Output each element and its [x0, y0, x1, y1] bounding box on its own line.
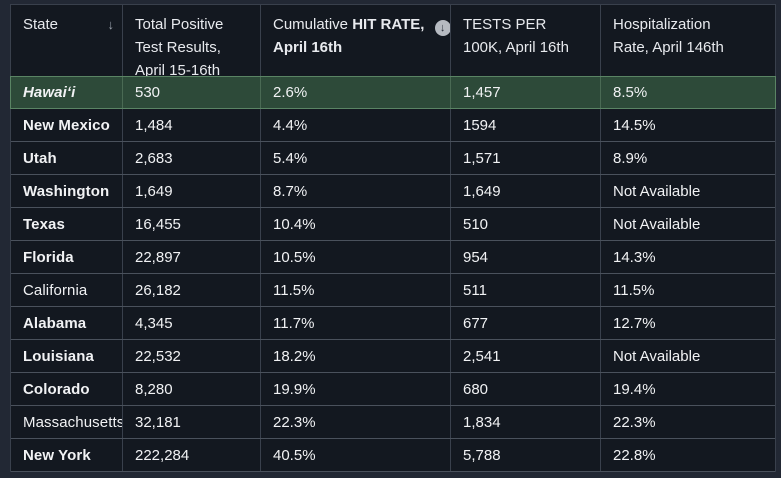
header-bold-part: HIT RATE, — [352, 16, 425, 33]
table-body: Hawaiʻi 530 2.6% 1,457 8.5% New Mexico 1,484 4.… — [10, 76, 776, 472]
table-row[interactable]: New Mexico 1,484 4.4% 1594 14.5% — [11, 109, 775, 142]
header-line: TESTS PER — [463, 16, 547, 33]
tests-per-100k-cell: 5,788 — [451, 439, 601, 471]
total-positive-cell: 1,484 — [123, 109, 261, 141]
total-positive-cell: 1,649 — [123, 175, 261, 207]
tests-per-100k-cell: 511 — [451, 274, 601, 306]
state-name-cell: California — [11, 274, 123, 306]
header-prefix: Cumulative — [273, 16, 349, 33]
hospitalization-rate-cell: 8.9% — [613, 149, 648, 167]
cumulative-hit-rate-cell: 10.5% — [261, 241, 451, 273]
column-header-hospitalization-rate[interactable]: Hospitalization Rate, April 146th — [601, 5, 775, 76]
hospitalization-rate-cell: 14.3% — [613, 248, 656, 266]
hospitalization-rate-cell: 11.5% — [613, 281, 655, 299]
hospitalization-rate-cell: Not Available — [613, 215, 701, 233]
hospitalization-rate-cell: 19.4% — [613, 380, 656, 398]
state-name-cell: New Mexico — [11, 109, 123, 141]
state-name-cell: Colorado — [11, 373, 123, 405]
total-positive-cell: 16,455 — [123, 208, 261, 240]
column-header-total-positive[interactable]: Total Positive Test Results, April 15-16… — [123, 5, 261, 76]
header-line: April 16th — [273, 39, 343, 56]
header-line: Cumulative HIT RATE, ↓ — [273, 13, 450, 36]
column-header-state-label: State — [23, 16, 59, 33]
cumulative-hit-rate-cell: 4.4% — [261, 109, 451, 141]
state-name-cell: Florida — [11, 241, 123, 273]
total-positive-cell: 8,280 — [123, 373, 261, 405]
state-name-cell: Hawaiʻi — [11, 77, 123, 108]
cumulative-hit-rate-cell: 10.4% — [261, 208, 451, 240]
cumulative-hit-rate-cell: 19.9% — [261, 373, 451, 405]
total-positive-cell: 22,897 — [123, 241, 261, 273]
total-positive-cell: 22,532 — [123, 340, 261, 372]
state-name-cell: Louisiana — [11, 340, 123, 372]
table-row-selected[interactable]: Hawaiʻi 530 2.6% 1,457 8.5% — [10, 76, 776, 109]
tests-per-100k-cell: 1,571 — [451, 142, 601, 174]
tests-per-100k-cell: 677 — [451, 307, 601, 339]
cumulative-hit-rate-cell: 18.2% — [261, 340, 451, 372]
hospitalization-rate-cell: 22.3% — [613, 413, 656, 431]
total-positive-cell: 530 — [123, 77, 261, 108]
state-name-cell: New York — [11, 439, 123, 471]
column-header-tests-per-100k[interactable]: TESTS PER 100K, April 16th — [451, 5, 601, 76]
cumulative-hit-rate-cell: 8.7% — [261, 175, 451, 207]
state-name-cell: Utah — [11, 142, 123, 174]
table-header-row: State ↓ Total Positive Test Results, Apr… — [11, 5, 775, 76]
header-line: April 15-16th — [135, 62, 221, 76]
hospitalization-rate-cell: 22.8% — [613, 446, 656, 464]
table-row[interactable]: Texas 16,455 10.4% 510 Not Available — [11, 208, 775, 241]
cumulative-hit-rate-cell: 11.7% — [261, 307, 451, 339]
header-line: 100K, April 16th — [463, 39, 569, 56]
sort-circle-icon[interactable]: ↓ — [434, 20, 450, 36]
header-line: Rate, April 146th — [613, 39, 724, 56]
table-row[interactable]: Massachusetts 32,181 22.3% 1,834 22.3% — [11, 406, 775, 439]
table-row[interactable]: Utah 2,683 5.4% 1,571 8.9% — [11, 142, 775, 175]
total-positive-cell: 32,181 — [123, 406, 261, 438]
state-testing-table: State ↓ Total Positive Test Results, Apr… — [10, 4, 776, 472]
table-row[interactable]: Colorado 8,280 19.9% 680 19.4% — [11, 373, 775, 406]
sort-descending-icon[interactable]: ↓ — [107, 17, 115, 32]
table-row[interactable]: Alabama 4,345 11.7% 677 12.7% — [11, 307, 775, 340]
tests-per-100k-cell: 510 — [451, 208, 601, 240]
header-line: Test Results, — [135, 39, 221, 56]
column-header-state[interactable]: State ↓ — [11, 5, 123, 76]
cumulative-hit-rate-cell: 40.5% — [261, 439, 451, 471]
column-header-cumulative-hit-rate[interactable]: Cumulative HIT RATE, ↓ April 16th — [261, 5, 451, 76]
state-name-cell: Washington — [11, 175, 123, 207]
cumulative-hit-rate-cell: 22.3% — [261, 406, 451, 438]
tests-per-100k-cell: 1,457 — [451, 77, 601, 108]
tests-per-100k-cell: 2,541 — [451, 340, 601, 372]
hospitalization-rate-cell: 12.7% — [613, 314, 656, 332]
total-positive-cell: 2,683 — [123, 142, 261, 174]
hospitalization-rate-cell: Not Available — [613, 182, 701, 200]
tests-per-100k-cell: 680 — [451, 373, 601, 405]
total-positive-cell: 222,284 — [123, 439, 261, 471]
table-row[interactable]: New York 222,284 40.5% 5,788 22.8% — [11, 439, 775, 472]
hospitalization-rate-cell: 14.5% — [613, 116, 656, 134]
tests-per-100k-cell: 1594 — [451, 109, 601, 141]
tests-per-100k-cell: 1,649 — [451, 175, 601, 207]
header-line: Total Positive — [135, 16, 224, 33]
state-name-cell: Texas — [11, 208, 123, 240]
hospitalization-rate-cell: Not Available — [613, 347, 701, 365]
total-positive-cell: 26,182 — [123, 274, 261, 306]
header-line: Hospitalization — [613, 16, 711, 33]
tests-per-100k-cell: 954 — [451, 241, 601, 273]
state-name-cell: Massachusetts — [11, 406, 123, 438]
table-row[interactable]: Louisiana 22,532 18.2% 2,541 Not Available — [11, 340, 775, 373]
cumulative-hit-rate-cell: 2.6% — [261, 77, 451, 108]
total-positive-cell: 4,345 — [123, 307, 261, 339]
cumulative-hit-rate-cell: 11.5% — [261, 274, 451, 306]
table-row[interactable]: Florida 22,897 10.5% 954 14.3% — [11, 241, 775, 274]
state-name-cell: Alabama — [11, 307, 123, 339]
cumulative-hit-rate-cell: 5.4% — [261, 142, 451, 174]
hospitalization-rate-cell: 8.5% — [613, 84, 648, 101]
table-row[interactable]: Washington 1,649 8.7% 1,649 Not Available — [11, 175, 775, 208]
tests-per-100k-cell: 1,834 — [451, 406, 601, 438]
table-row[interactable]: California 26,182 11.5% 511 11.5% — [11, 274, 775, 307]
